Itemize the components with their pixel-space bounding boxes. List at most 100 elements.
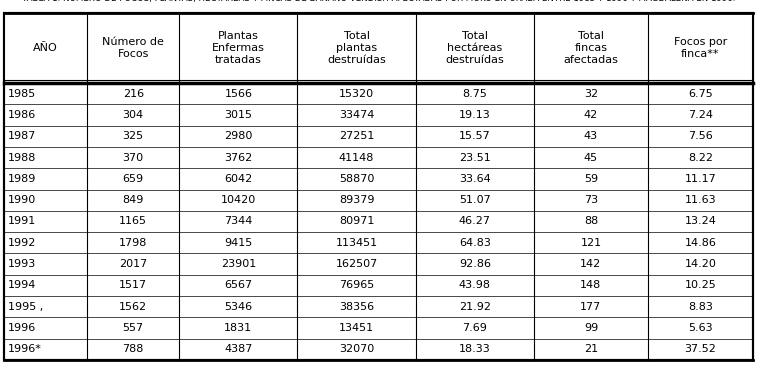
Text: 42: 42 [584, 110, 598, 120]
Text: AÑO: AÑO [33, 43, 58, 53]
Text: Focos por
finca**: Focos por finca** [674, 37, 727, 59]
Text: 1986: 1986 [8, 110, 36, 120]
Text: Total
plantas
destruídas: Total plantas destruídas [327, 31, 386, 65]
Text: 33.64: 33.64 [459, 174, 491, 184]
Text: 5346: 5346 [224, 302, 252, 312]
Text: 15320: 15320 [339, 89, 374, 99]
Text: 21: 21 [584, 344, 598, 354]
Text: 325: 325 [123, 131, 144, 141]
Text: 64.83: 64.83 [459, 238, 491, 248]
Text: 8.22: 8.22 [688, 153, 713, 162]
Text: 216: 216 [123, 89, 144, 99]
Text: 659: 659 [123, 174, 144, 184]
Text: 304: 304 [123, 110, 144, 120]
Text: 76965: 76965 [339, 280, 374, 291]
Text: 2017: 2017 [119, 259, 148, 269]
Text: 32070: 32070 [339, 344, 374, 354]
Text: 1995 ,: 1995 , [8, 302, 43, 312]
Text: 13.24: 13.24 [684, 216, 716, 227]
Text: 18.33: 18.33 [459, 344, 491, 354]
Text: 14.86: 14.86 [684, 238, 716, 248]
Text: 51.07: 51.07 [459, 195, 491, 205]
Text: 1994: 1994 [8, 280, 36, 291]
Text: Plantas
Enfermas
tratadas: Plantas Enfermas tratadas [212, 31, 265, 65]
Text: 7.56: 7.56 [688, 131, 713, 141]
Text: 11.63: 11.63 [684, 195, 716, 205]
Text: 37.52: 37.52 [684, 344, 716, 354]
Text: 1985: 1985 [8, 89, 36, 99]
Text: 27251: 27251 [339, 131, 374, 141]
Text: 1831: 1831 [224, 323, 252, 333]
Text: 8.83: 8.83 [688, 302, 713, 312]
Text: 46.27: 46.27 [459, 216, 491, 227]
Text: 121: 121 [581, 238, 602, 248]
Text: 7.69: 7.69 [463, 323, 488, 333]
Text: 15.57: 15.57 [459, 131, 491, 141]
Text: 13451: 13451 [339, 323, 374, 333]
Text: 1991: 1991 [8, 216, 36, 227]
Text: 7344: 7344 [224, 216, 253, 227]
Text: 6042: 6042 [224, 174, 253, 184]
Text: Número de
Focos: Número de Focos [102, 37, 164, 59]
Text: 557: 557 [123, 323, 144, 333]
Text: 99: 99 [584, 323, 598, 333]
Text: 5.63: 5.63 [688, 323, 713, 333]
Text: 1989: 1989 [8, 174, 36, 184]
Text: 788: 788 [123, 344, 144, 354]
Text: 80971: 80971 [339, 216, 374, 227]
Text: 33474: 33474 [339, 110, 374, 120]
Text: 10420: 10420 [221, 195, 256, 205]
Text: 32: 32 [584, 89, 598, 99]
Text: 45: 45 [584, 153, 598, 162]
Text: 43: 43 [584, 131, 598, 141]
Text: 2980: 2980 [224, 131, 253, 141]
Text: 6567: 6567 [224, 280, 252, 291]
Text: 89379: 89379 [339, 195, 375, 205]
Text: 23.51: 23.51 [459, 153, 491, 162]
Text: 1165: 1165 [119, 216, 147, 227]
Text: 142: 142 [581, 259, 602, 269]
Text: 58870: 58870 [339, 174, 374, 184]
Text: 3762: 3762 [224, 153, 253, 162]
Text: TABLA 1. NUMERO DE FOCOS, PLANTAS, HECTAREAS Y FINCAS DE BANANO VENDISH AFECTADA: TABLA 1. NUMERO DE FOCOS, PLANTAS, HECTA… [22, 0, 735, 4]
Text: 19.13: 19.13 [459, 110, 491, 120]
Text: 9415: 9415 [224, 238, 253, 248]
Text: 1996: 1996 [8, 323, 36, 333]
Text: 370: 370 [123, 153, 144, 162]
Text: 1988: 1988 [8, 153, 36, 162]
Text: 73: 73 [584, 195, 598, 205]
Text: 10.25: 10.25 [684, 280, 716, 291]
Text: 849: 849 [123, 195, 144, 205]
Text: 41148: 41148 [339, 153, 374, 162]
Text: 43.98: 43.98 [459, 280, 491, 291]
Text: 1990: 1990 [8, 195, 36, 205]
Text: 177: 177 [581, 302, 602, 312]
Text: 14.20: 14.20 [684, 259, 716, 269]
Text: 1517: 1517 [119, 280, 148, 291]
Text: 1992: 1992 [8, 238, 36, 248]
Text: 21.92: 21.92 [459, 302, 491, 312]
Text: 38356: 38356 [339, 302, 374, 312]
Text: 1562: 1562 [119, 302, 148, 312]
Text: 1996*: 1996* [8, 344, 42, 354]
Text: 1993: 1993 [8, 259, 36, 269]
Text: 1566: 1566 [224, 89, 252, 99]
Text: 113451: 113451 [335, 238, 378, 248]
Text: 1987: 1987 [8, 131, 36, 141]
Bar [4, 13, 753, 83]
Text: Total
fincas
afectadas: Total fincas afectadas [563, 31, 618, 65]
Text: 4387: 4387 [224, 344, 253, 354]
Text: 7.24: 7.24 [688, 110, 713, 120]
Text: 11.17: 11.17 [684, 174, 716, 184]
Text: 59: 59 [584, 174, 598, 184]
Text: 8.75: 8.75 [463, 89, 488, 99]
Text: 162507: 162507 [335, 259, 378, 269]
Text: Total
hectáreas
destruídas: Total hectáreas destruídas [445, 31, 504, 65]
Text: 1798: 1798 [119, 238, 148, 248]
Text: 3015: 3015 [224, 110, 252, 120]
Text: 23901: 23901 [221, 259, 256, 269]
Text: 148: 148 [581, 280, 602, 291]
Text: 92.86: 92.86 [459, 259, 491, 269]
Text: 88: 88 [584, 216, 598, 227]
Text: 6.75: 6.75 [688, 89, 713, 99]
